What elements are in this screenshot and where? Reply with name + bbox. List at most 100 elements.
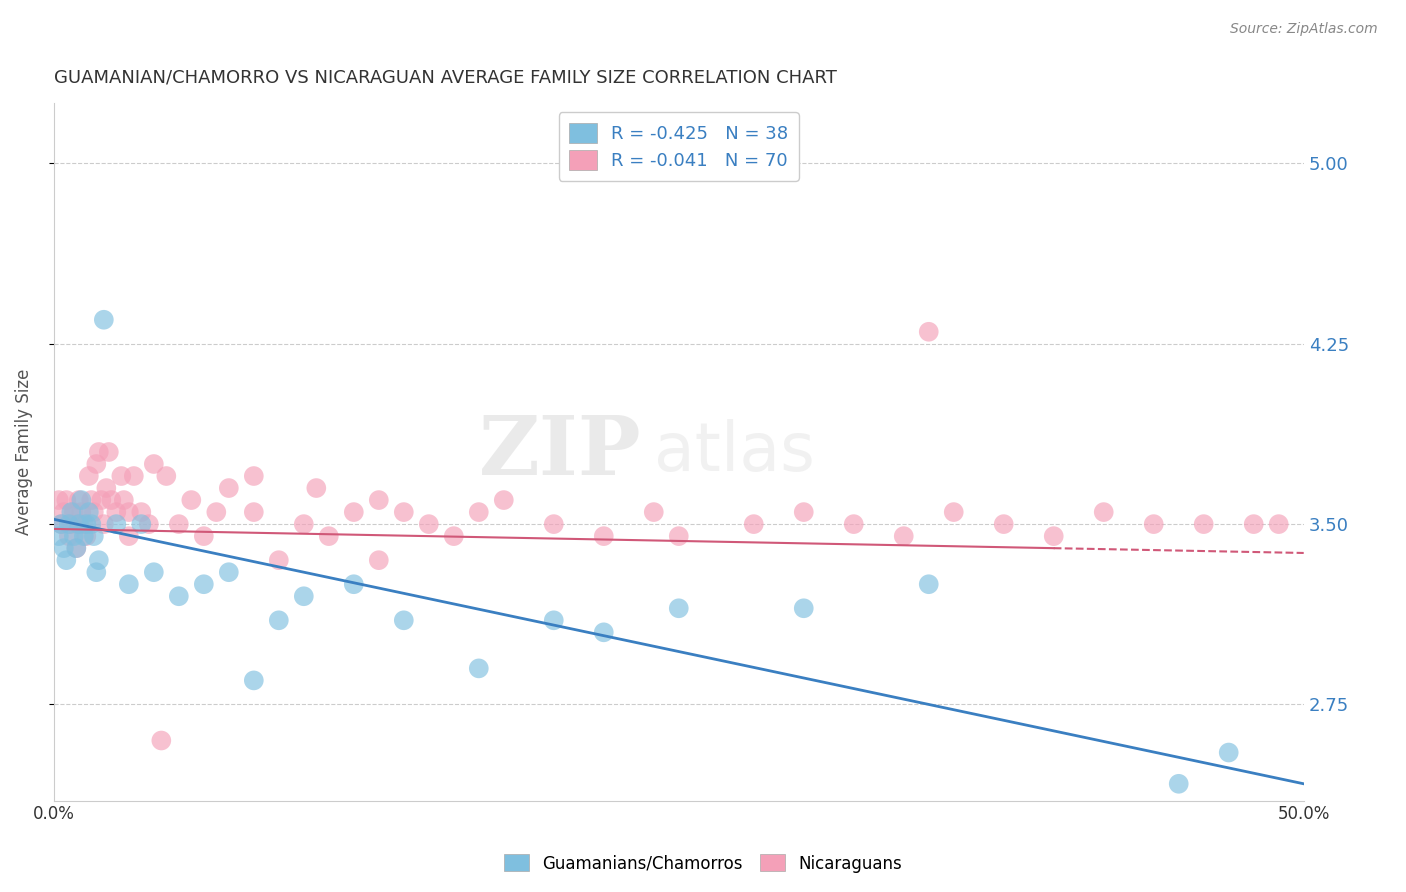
Point	[793, 505, 815, 519]
Point	[70, 505, 93, 519]
Y-axis label: Average Family Size: Average Family Size	[15, 368, 32, 535]
Point	[70, 493, 93, 508]
Point	[52, 505, 75, 519]
Point	[83, 529, 105, 543]
Point	[1243, 517, 1265, 532]
Point	[122, 469, 145, 483]
Point	[65, 541, 87, 556]
Point	[77, 505, 100, 519]
Point	[742, 517, 765, 532]
Point	[100, 493, 122, 508]
Point	[73, 517, 96, 532]
Point	[492, 493, 515, 508]
Point	[63, 505, 86, 519]
Point	[1092, 505, 1115, 519]
Point	[167, 517, 190, 532]
Point	[543, 517, 565, 532]
Point	[167, 589, 190, 603]
Point	[58, 529, 80, 543]
Point	[1143, 517, 1166, 532]
Point	[1218, 746, 1240, 760]
Point	[993, 517, 1015, 532]
Point	[93, 312, 115, 326]
Point	[65, 541, 87, 556]
Point	[77, 469, 100, 483]
Point	[131, 517, 153, 532]
Point	[292, 589, 315, 603]
Point	[97, 445, 120, 459]
Point	[58, 517, 80, 532]
Point	[105, 505, 128, 519]
Point	[96, 481, 118, 495]
Legend: R = -0.425   N = 38, R = -0.041   N = 70: R = -0.425 N = 38, R = -0.041 N = 70	[558, 112, 799, 181]
Point	[93, 517, 115, 532]
Point	[343, 505, 366, 519]
Point	[918, 325, 941, 339]
Point	[292, 517, 315, 532]
Point	[1267, 517, 1289, 532]
Text: Source: ZipAtlas.com: Source: ZipAtlas.com	[1230, 22, 1378, 37]
Point	[668, 601, 690, 615]
Point	[218, 481, 240, 495]
Point	[193, 577, 215, 591]
Point	[643, 505, 665, 519]
Point	[73, 529, 96, 543]
Point	[67, 517, 90, 532]
Point	[218, 565, 240, 579]
Point	[110, 469, 132, 483]
Point	[367, 493, 389, 508]
Text: GUAMANIAN/CHAMORRO VS NICARAGUAN AVERAGE FAMILY SIZE CORRELATION CHART: GUAMANIAN/CHAMORRO VS NICARAGUAN AVERAGE…	[53, 69, 837, 87]
Point	[48, 529, 70, 543]
Point	[90, 493, 112, 508]
Point	[51, 517, 73, 532]
Point	[267, 553, 290, 567]
Point	[793, 601, 815, 615]
Point	[60, 517, 83, 532]
Point	[75, 529, 97, 543]
Point	[318, 529, 340, 543]
Point	[67, 517, 90, 532]
Point	[668, 529, 690, 543]
Text: ZIP: ZIP	[478, 412, 641, 492]
Point	[1167, 777, 1189, 791]
Point	[131, 505, 153, 519]
Point	[392, 613, 415, 627]
Point	[86, 457, 108, 471]
Point	[243, 505, 266, 519]
Point	[118, 529, 141, 543]
Point	[1192, 517, 1215, 532]
Point	[105, 517, 128, 532]
Point	[155, 469, 177, 483]
Point	[267, 613, 290, 627]
Point	[1042, 529, 1064, 543]
Point	[193, 529, 215, 543]
Point	[52, 541, 75, 556]
Point	[86, 565, 108, 579]
Point	[67, 493, 90, 508]
Point	[942, 505, 965, 519]
Point	[112, 493, 135, 508]
Point	[75, 517, 97, 532]
Point	[842, 517, 865, 532]
Point	[55, 493, 77, 508]
Point	[80, 517, 103, 532]
Point	[543, 613, 565, 627]
Point	[83, 505, 105, 519]
Point	[918, 577, 941, 591]
Point	[305, 481, 328, 495]
Point	[367, 553, 389, 567]
Point	[468, 505, 491, 519]
Point	[48, 493, 70, 508]
Point	[392, 505, 415, 519]
Point	[63, 529, 86, 543]
Point	[51, 517, 73, 532]
Point	[150, 733, 173, 747]
Point	[142, 457, 165, 471]
Point	[180, 493, 202, 508]
Point	[893, 529, 915, 543]
Legend: Guamanians/Chamorros, Nicaraguans: Guamanians/Chamorros, Nicaraguans	[498, 847, 908, 880]
Point	[60, 505, 83, 519]
Point	[592, 625, 614, 640]
Point	[468, 661, 491, 675]
Point	[87, 553, 110, 567]
